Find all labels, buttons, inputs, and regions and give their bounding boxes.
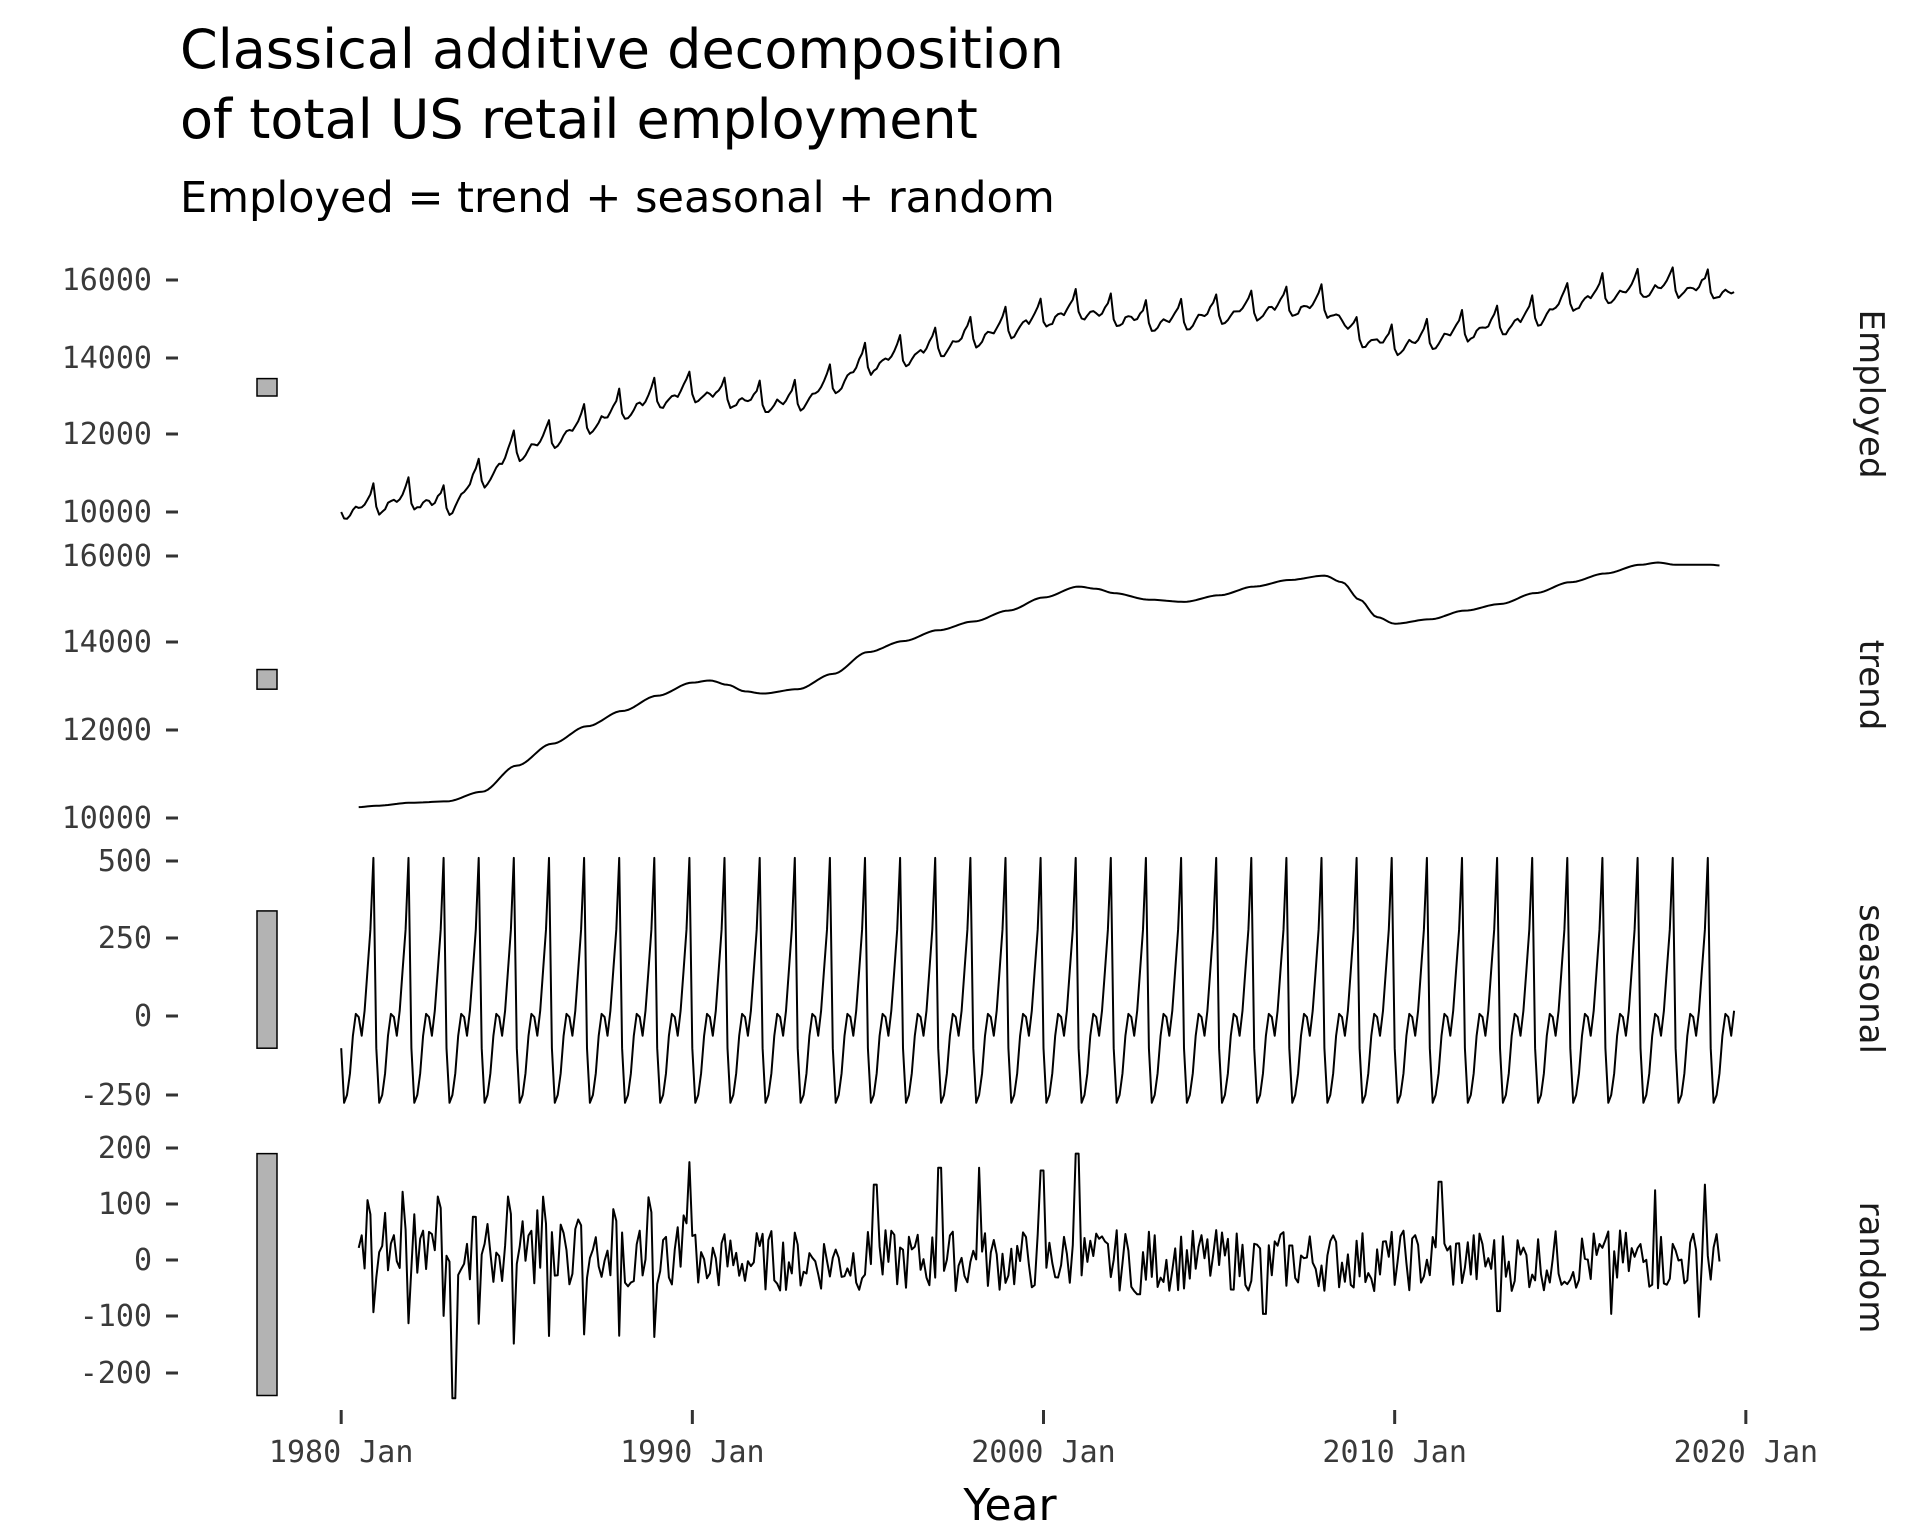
panel-seasonal: -250 0 250 500 seasonal <box>80 844 1891 1113</box>
panel-strip-label: Employed <box>1851 309 1891 478</box>
x-tick-label: 1980 Jan <box>269 1435 414 1470</box>
y-tick-label: 0 <box>134 1243 152 1278</box>
y-tick-label: 16000 <box>62 539 152 574</box>
panel-strip-label: trend <box>1851 640 1891 731</box>
y-tick-label: 200 <box>98 1131 152 1166</box>
scale-bar <box>256 910 278 1049</box>
y-tick-label: 100 <box>98 1187 152 1222</box>
chart-title-line-1: Classical additive decomposition <box>180 18 1064 81</box>
y-tick-label: 500 <box>98 844 152 879</box>
y-tick-label: 16000 <box>62 263 152 298</box>
series-line-random <box>357 1152 1721 1400</box>
chart-title-line-2: of total US retail employment <box>180 88 978 151</box>
series-line-trend <box>358 561 1720 809</box>
x-tick-label: 2010 Jan <box>1322 1435 1467 1470</box>
y-tick-label: -100 <box>80 1299 152 1334</box>
scale-bar <box>256 377 278 397</box>
x-tick-label: 2000 Jan <box>971 1435 1116 1470</box>
y-tick-label: -200 <box>80 1356 152 1391</box>
y-tick-label: -250 <box>80 1078 152 1113</box>
y-tick-label: 12000 <box>62 713 152 748</box>
panel-strip-label: random <box>1851 1202 1891 1334</box>
x-axis-title: Year <box>962 1480 1057 1531</box>
y-tick-label: 0 <box>134 999 152 1034</box>
series-line-employed <box>340 266 1735 520</box>
x-tick-label: 1990 Jan <box>620 1435 765 1470</box>
y-tick-label: 14000 <box>62 625 152 660</box>
panel-trend: 10000 12000 14000 16000 trend <box>62 539 1891 836</box>
y-tick-label: 10000 <box>62 801 152 836</box>
panel-employed: 10000 12000 14000 16000 Employed <box>62 263 1891 530</box>
y-tick-label: 12000 <box>62 417 152 452</box>
panel-strip-label: seasonal <box>1851 904 1891 1054</box>
panel-random: -200 -100 0 100 200 random <box>80 1131 1891 1400</box>
x-axis: 1980 Jan 1990 Jan 2000 Jan 2010 Jan 2020 Jan <box>269 1410 1818 1470</box>
panels-layer: 10000120001400016000Employed100001200014… <box>62 263 1891 1400</box>
chart-subtitle: Employed = trend + seasonal + random <box>180 173 1055 223</box>
y-tick-label: 10000 <box>62 495 152 530</box>
y-tick-label: 250 <box>98 921 152 956</box>
scale-bar <box>256 1152 278 1397</box>
scale-bar <box>256 668 278 690</box>
y-tick-label: 14000 <box>62 341 152 376</box>
x-tick-label: 2020 Jan <box>1674 1435 1819 1470</box>
series-line-seasonal <box>340 856 1736 1104</box>
